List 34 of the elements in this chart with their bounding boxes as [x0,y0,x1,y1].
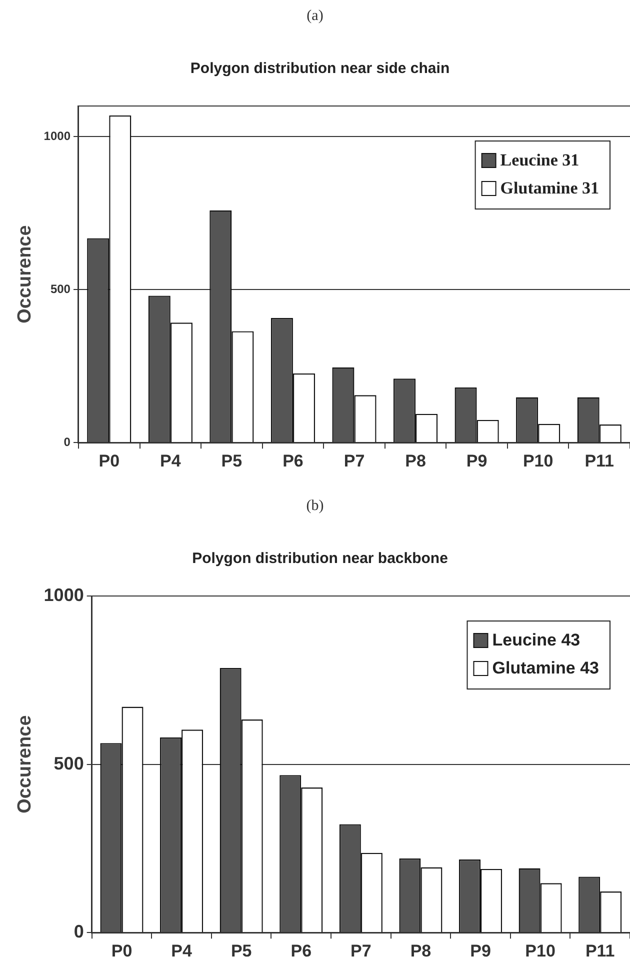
x-tick-label: P7 [344,451,365,470]
x-tick-label: P7 [350,941,372,960]
legend-label: Leucine 43 [492,630,580,650]
text: (a) [306,8,324,25]
y-axis-title: Occurence [14,715,36,814]
y-tick-label: 1000 [44,128,71,143]
x-tick-label: P5 [230,941,252,960]
text: (b) [305,498,325,515]
legend-label: Glutamine 43 [492,658,600,678]
y-tick-label: 1000 [44,584,84,605]
x-tick-label: P5 [221,451,242,470]
x-tick-label: P4 [171,941,192,960]
legend-label: Leucine 31 [500,150,580,170]
x-tick-label: P9 [466,451,488,470]
x-tick-label: P6 [290,941,312,960]
x-tick-label: P11 [584,451,614,470]
y-tick-label: 500 [54,753,84,774]
y-axis-title: Occurence [14,225,36,324]
x-tick-label: P0 [111,941,132,960]
x-tick-label: P10 [525,941,556,960]
x-tick-label: P10 [522,451,554,470]
chart-title: Polygon distribution near backbone [192,550,448,568]
y-tick-label: 0 [64,434,71,449]
x-tick-label: P11 [585,941,615,960]
y-tick-label: 0 [74,922,84,942]
x-tick-label: P9 [470,941,491,960]
chart-title: Polygon distribution near side chain [190,60,450,78]
x-tick-label: P4 [160,451,182,470]
x-tick-label: P6 [282,451,304,470]
x-tick-label: P8 [410,941,432,960]
legend-label: Glutamine 31 [500,178,600,198]
y-tick-label: 500 [50,282,71,296]
x-tick-label: P0 [98,451,120,470]
x-tick-label: P8 [405,451,426,470]
